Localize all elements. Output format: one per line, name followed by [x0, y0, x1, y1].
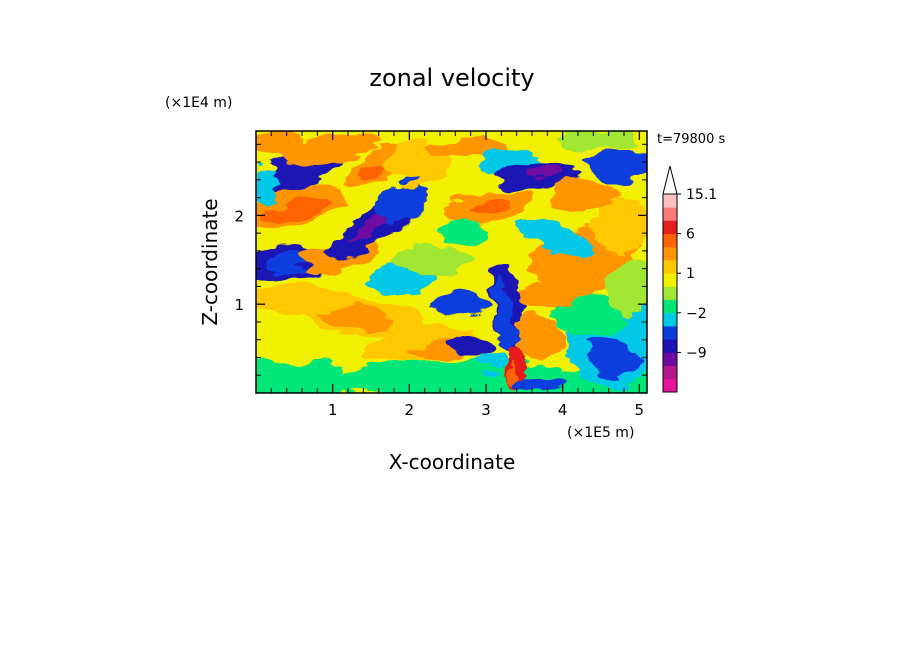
colorbar-segment: [663, 260, 677, 274]
colorbar-segment: [663, 299, 677, 314]
field-region: [317, 304, 394, 331]
colorbar: 15.1 6 1 −2 −9: [662, 165, 717, 393]
field-region: [424, 293, 487, 315]
field-region: [287, 133, 379, 165]
field-region: [260, 198, 328, 224]
x-tick-label: 4: [558, 401, 568, 419]
x-tick-label: 5: [635, 401, 645, 419]
time-label: t=79800 s: [657, 132, 725, 147]
colorbar-segment: [663, 286, 677, 300]
y-axis-title: Z-coordinate: [198, 198, 222, 325]
field-region: [440, 222, 486, 244]
field-region: [256, 170, 279, 207]
field-region: [361, 161, 389, 181]
field-region: [589, 151, 647, 182]
field-region: [263, 255, 310, 274]
colorbar-segment: [663, 378, 677, 393]
field-region: [372, 181, 431, 223]
field-region: [386, 139, 448, 185]
field-region: [474, 353, 506, 371]
colorbar-frame: [662, 193, 678, 393]
field-region: [608, 259, 647, 314]
y-tick-label: 1: [234, 296, 244, 314]
colorbar-extend-arrow: [662, 165, 678, 195]
colorbar-segment: [663, 365, 677, 380]
y-unit-label: (×1E4 m): [165, 95, 232, 111]
colorbar-segment: [663, 246, 677, 261]
x-tick-label: 3: [481, 401, 491, 419]
colorbar-label: −2: [686, 306, 707, 322]
field-region: [493, 278, 518, 357]
field-region: [547, 290, 624, 336]
field-region: [516, 317, 563, 362]
field-region: [512, 376, 567, 393]
field-region: [451, 333, 498, 355]
x-tick-label: 1: [328, 401, 338, 419]
field-region: [394, 246, 471, 274]
x-unit-label: (×1E5 m): [567, 425, 634, 441]
field-region: [256, 131, 310, 158]
x-tick-label: 2: [405, 401, 415, 419]
colorbar-segment: [663, 312, 677, 327]
colorbar-label: 15.1: [686, 187, 717, 203]
colorbar-segment: [663, 352, 677, 366]
colorbar-segment: [663, 194, 677, 208]
colorbar-segment: [663, 339, 677, 353]
axes: 1 2 3 4 5 1 2: [234, 131, 647, 419]
field-region: [518, 219, 592, 256]
heatmap-field: [256, 131, 647, 393]
colorbar-segment: [663, 326, 677, 340]
colorbar-label: −9: [686, 345, 707, 361]
y-tick-label: 2: [234, 207, 244, 225]
field-region: [562, 131, 640, 151]
field-region: [528, 164, 567, 178]
colorbar-segment: [663, 233, 677, 248]
plot-frame: [255, 130, 648, 394]
field-region: [256, 353, 348, 393]
chart-title: zonal velocity: [369, 64, 534, 92]
field-region: [593, 197, 647, 251]
field-region: [463, 198, 509, 215]
field-region: [256, 286, 356, 314]
field-region: [551, 180, 621, 206]
colorbar-segment: [663, 273, 677, 287]
x-axis-title: X-coordinate: [389, 450, 516, 474]
field-region: [616, 299, 647, 354]
colorbar-segment: [663, 220, 677, 234]
colorbar-label: 1: [686, 266, 695, 282]
colorbar-segment: [663, 207, 677, 221]
colorbar-label: 6: [686, 227, 695, 243]
